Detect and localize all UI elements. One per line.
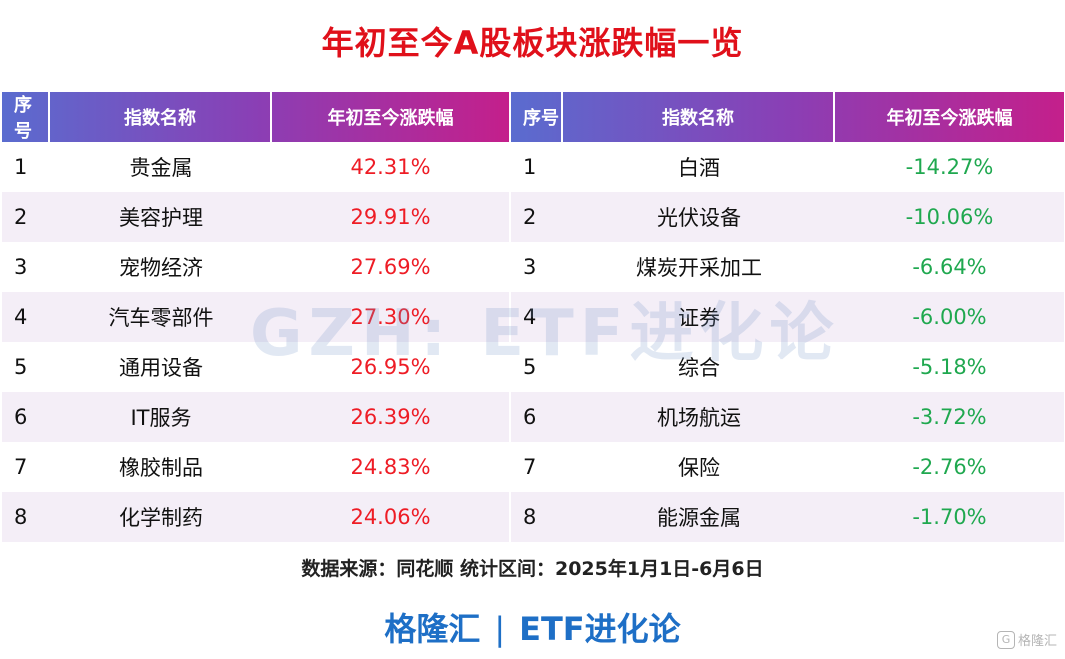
footer-brand-name: 格隆汇 — [384, 610, 481, 648]
row-rank: 3 — [523, 255, 537, 279]
gainers-body: 1 贵金属 42.31% 2 美容护理 29.91% 3 宠物经济 27.69% 4 汽车零部件 27… — [2, 142, 509, 542]
row-name: 宠物经济 — [119, 256, 203, 280]
row-rank: 6 — [14, 405, 28, 429]
table-row: 2 光伏设备 -10.06% — [511, 192, 1064, 242]
row-rank: 7 — [523, 455, 537, 479]
row-name: IT服务 — [130, 406, 192, 430]
table-row: 1 贵金属 42.31% — [2, 142, 509, 192]
data-source: 数据来源：同花顺 统计区间：2025年1月1日-6月6日 — [301, 558, 764, 580]
row-name: 橡胶制品 — [119, 456, 203, 480]
header-index: 序号 — [511, 92, 563, 142]
table-row: 8 能源金属 -1.70% — [511, 492, 1064, 542]
row-change: 26.39% — [350, 405, 431, 429]
corner-logo-text: 格隆汇 — [1017, 634, 1057, 649]
table-row: 3 煤炭开采加工 -6.64% — [511, 242, 1064, 292]
footer-separator: | — [494, 610, 506, 648]
row-name: 能源金属 — [657, 506, 741, 530]
row-change: -6.64% — [912, 255, 987, 279]
row-rank: 3 — [14, 255, 28, 279]
brand-logo-icon: G — [996, 630, 1015, 649]
table-row: 3 宠物经济 27.69% — [2, 242, 509, 292]
page-title: 年初至今A股板块涨跌幅一览 — [321, 24, 744, 62]
row-change: 27.30% — [350, 305, 431, 329]
header-name: 指数名称 — [50, 92, 272, 142]
row-name: 白酒 — [678, 156, 720, 180]
table-row: 4 汽车零部件 27.30% — [2, 292, 509, 342]
row-name: 贵金属 — [129, 156, 193, 180]
row-rank: 4 — [523, 305, 537, 329]
row-change: 24.83% — [350, 455, 431, 479]
row-change: -2.76% — [912, 455, 987, 479]
table-row: 4 证券 -6.00% — [511, 292, 1064, 342]
row-rank: 2 — [14, 205, 28, 229]
row-rank: 1 — [14, 155, 28, 179]
table-row: 7 保险 -2.76% — [511, 442, 1064, 492]
table-row: 7 橡胶制品 24.83% — [2, 442, 509, 492]
row-name: 通用设备 — [119, 356, 203, 380]
row-rank: 8 — [14, 505, 28, 529]
row-change: -5.18% — [912, 355, 987, 379]
row-change: 29.91% — [350, 205, 431, 229]
row-change: 26.95% — [350, 355, 431, 379]
row-change: 24.06% — [350, 505, 431, 529]
tables-container: 序号 指数名称 年初至今涨跌幅 1 贵金属 42.31% 2 美容护理 29.91% 3 宠物… — [0, 92, 1065, 544]
row-name: 美容护理 — [119, 206, 203, 230]
table-row: 6 IT服务 26.39% — [2, 392, 509, 442]
losers-table: 序号 指数名称 年初至今涨跌幅 1 白酒 -14.27% 2 光伏设备 -10.06% 3 煤… — [511, 92, 1064, 542]
header-name: 指数名称 — [563, 92, 835, 142]
row-rank: 2 — [523, 205, 537, 229]
losers-header-row: 序号 指数名称 年初至今涨跌幅 — [511, 92, 1064, 142]
row-change: -1.70% — [912, 505, 987, 529]
row-name: 机场航运 — [657, 406, 741, 430]
table-row: 5 综合 -5.18% — [511, 342, 1064, 392]
table-row: 5 通用设备 26.95% — [2, 342, 509, 392]
row-change: -14.27% — [905, 155, 994, 179]
header-index: 序号 — [2, 92, 50, 142]
footer-brand: 格隆汇 | ETF进化论 — [0, 604, 1065, 650]
gainers-header-row: 序号 指数名称 年初至今涨跌幅 — [2, 92, 509, 142]
row-name: 煤炭开采加工 — [636, 256, 762, 280]
row-rank: 5 — [523, 355, 537, 379]
header-change: 年初至今涨跌幅 — [327, 108, 454, 129]
row-name: 证券 — [678, 306, 720, 330]
row-change: 27.69% — [350, 255, 431, 279]
table-row: 8 化学制药 24.06% — [2, 492, 509, 542]
row-rank: 1 — [523, 155, 537, 179]
row-name: 保险 — [678, 456, 720, 480]
table-row: 2 美容护理 29.91% — [2, 192, 509, 242]
row-change: 42.31% — [350, 155, 431, 179]
row-rank: 7 — [14, 455, 28, 479]
row-name: 光伏设备 — [657, 206, 741, 230]
table-row: 6 机场航运 -3.72% — [511, 392, 1064, 442]
row-name: 汽车零部件 — [108, 306, 214, 330]
row-rank: 8 — [523, 505, 537, 529]
footer-channel: ETF进化论 — [519, 610, 681, 648]
table-row: 1 白酒 -14.27% — [511, 142, 1064, 192]
row-rank: 5 — [14, 355, 28, 379]
row-name: 化学制药 — [119, 506, 203, 530]
row-change: -6.00% — [912, 305, 987, 329]
gainers-table: 序号 指数名称 年初至今涨跌幅 1 贵金属 42.31% 2 美容护理 29.91% 3 宠物… — [2, 92, 509, 542]
row-rank: 4 — [14, 305, 28, 329]
corner-logo: G 格隆汇 — [996, 630, 1057, 649]
row-change: -3.72% — [912, 405, 987, 429]
header-change: 年初至今涨跌幅 — [886, 108, 1013, 129]
row-name: 综合 — [678, 356, 720, 380]
losers-body: 1 白酒 -14.27% 2 光伏设备 -10.06% 3 煤炭开采加工 -6.64% 4 证券 -6… — [511, 142, 1064, 542]
row-rank: 6 — [523, 405, 537, 429]
row-change: -10.06% — [905, 205, 994, 229]
